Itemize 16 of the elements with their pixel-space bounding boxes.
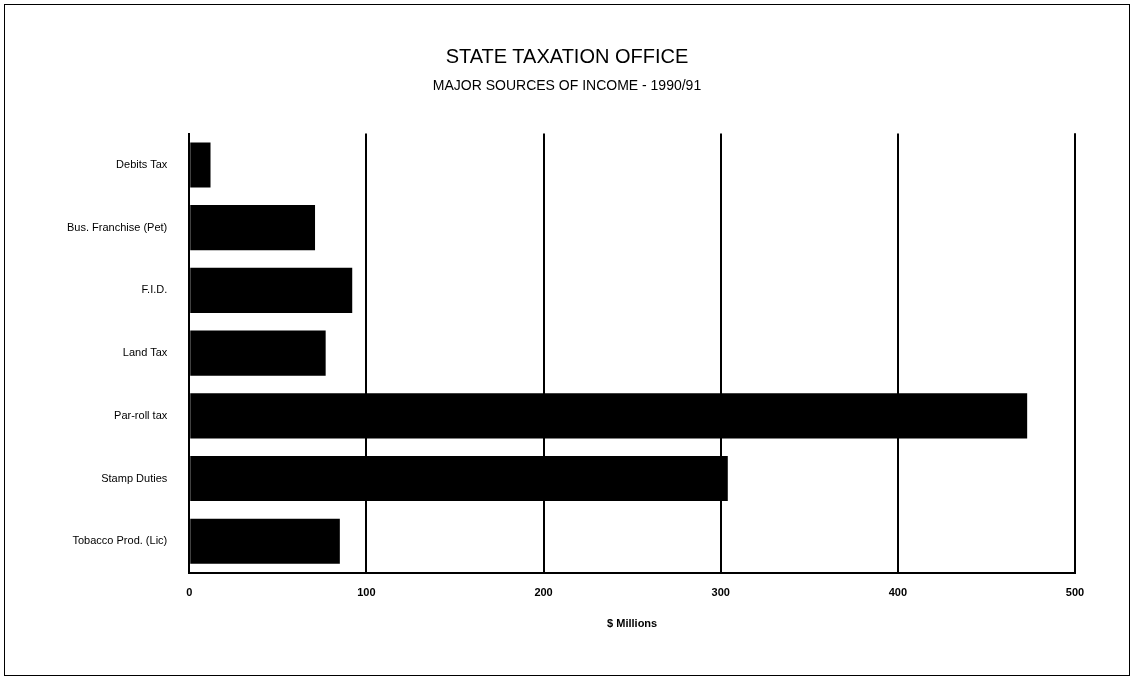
y-tick-label: F.I.D. — [141, 283, 168, 296]
x-tick-label: 300 — [711, 586, 730, 599]
x-tick-label: 400 — [888, 586, 908, 599]
x-tick-label: 200 — [534, 586, 553, 599]
chart-subtitle: MAJOR SOURCES OF INCOME - 1990/91 — [431, 77, 703, 93]
y-tick-label: Par-roll tax — [114, 408, 168, 421]
y-tick-label: Debits Tax — [116, 157, 168, 170]
y-tick-label: Tobacco Prod. (Lic) — [72, 534, 168, 547]
chart-title: STATE TAXATION OFFICE — [444, 45, 690, 68]
y-tick-label: Bus. Franchise (Pet) — [66, 220, 168, 233]
y-tick-label: Land Tax — [122, 346, 168, 359]
x-tick-label: 0 — [186, 586, 193, 599]
x-axis-title: $ Millions — [607, 617, 658, 630]
y-tick-label: Stamp Duties — [101, 471, 168, 484]
x-tick-label: 100 — [357, 586, 376, 599]
x-tick-label: 500 — [1065, 586, 1085, 599]
